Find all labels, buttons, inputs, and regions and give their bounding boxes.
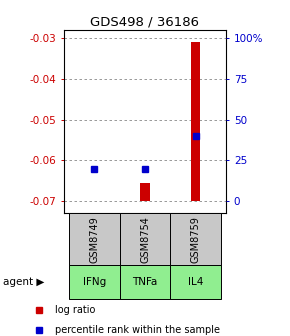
Text: GSM8749: GSM8749 [89, 216, 99, 263]
Text: TNFa: TNFa [132, 277, 158, 287]
FancyBboxPatch shape [171, 213, 221, 265]
FancyBboxPatch shape [171, 265, 221, 299]
Text: log ratio: log ratio [55, 305, 95, 315]
Text: percentile rank within the sample: percentile rank within the sample [55, 325, 220, 335]
FancyBboxPatch shape [69, 213, 120, 265]
Text: GSM8754: GSM8754 [140, 216, 150, 263]
Text: IFNg: IFNg [83, 277, 106, 287]
Text: GSM8759: GSM8759 [191, 216, 201, 263]
Text: IL4: IL4 [188, 277, 204, 287]
FancyBboxPatch shape [69, 265, 120, 299]
Bar [191, 42, 200, 201]
Text: agent ▶: agent ▶ [3, 277, 44, 287]
FancyBboxPatch shape [120, 265, 171, 299]
Text: GDS498 / 36186: GDS498 / 36186 [90, 15, 200, 28]
Bar [140, 183, 150, 201]
FancyBboxPatch shape [120, 213, 171, 265]
